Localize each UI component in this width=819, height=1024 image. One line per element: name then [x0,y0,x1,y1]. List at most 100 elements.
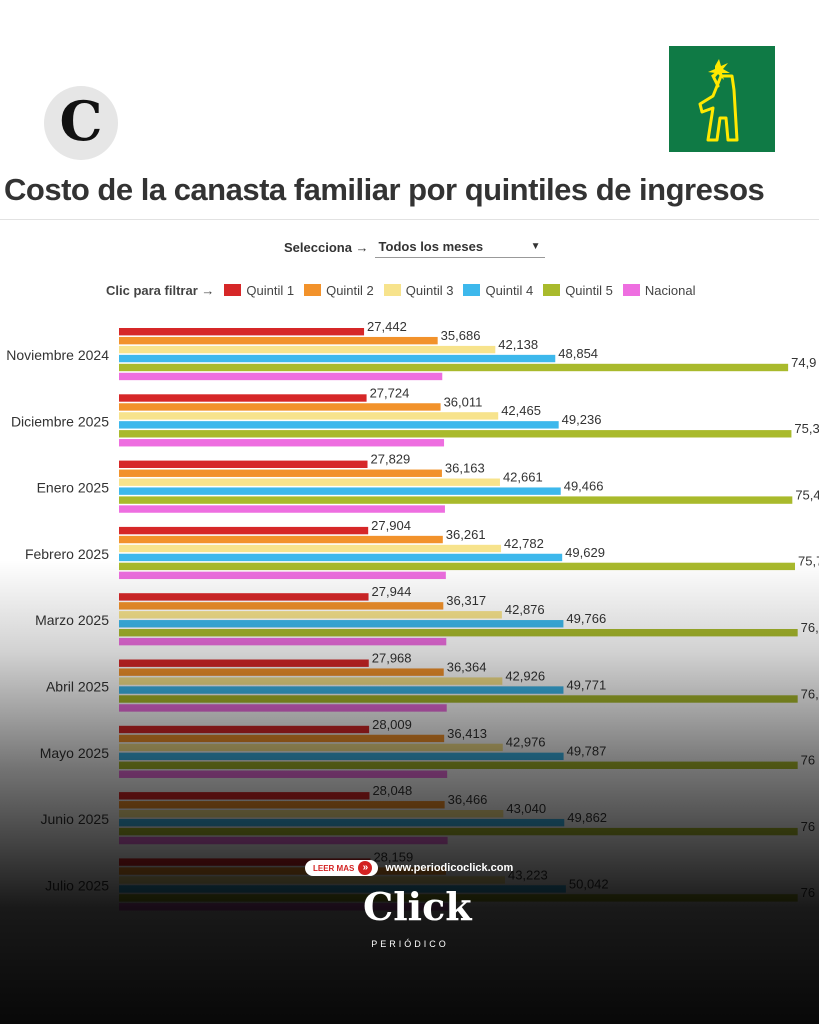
read-more-label: LEER MAS [313,863,355,873]
data-label: 49,862 [567,810,607,825]
bar-quintil-4[interactable] [119,686,564,694]
category-label: Junio 2025 [40,811,109,827]
category-label: Noviembre 2024 [6,347,109,363]
bar-quintil-4[interactable] [119,620,564,628]
legend-swatch [622,284,640,296]
bar-quintil-1[interactable] [119,328,365,336]
data-label: 27,904 [371,518,411,533]
bar-quintil-1[interactable] [119,526,369,535]
bar-quintil-4[interactable] [119,752,564,761]
bar-quintil-4[interactable] [119,354,556,363]
month-select-dropdown[interactable]: Todos los meses ▼ [374,236,545,258]
legend-item-quintil-3[interactable]: Quintil 3 [383,283,453,298]
read-more-button[interactable]: LEER MAS » [305,860,379,876]
bar-quintil-1[interactable] [119,460,368,468]
legend-label: Nacional [644,282,696,298]
legend-item-nacional[interactable]: Nacional [622,282,696,298]
bar-quintil-3[interactable] [119,611,502,619]
bar-quintil-3[interactable] [119,677,503,685]
category-label: Diciembre 2025 [11,413,109,429]
legend-item-quintil-4[interactable]: Quintil 4 [463,283,533,298]
bar-nacional[interactable] [119,704,447,712]
month-select-value: Todos los meses [378,239,484,254]
bar-nacional[interactable] [119,571,446,580]
bar-quintil-5[interactable] [119,827,798,836]
data-label: 76, [801,620,819,635]
category-label: Marzo 2025 [35,612,109,628]
category-label: Febrero 2025 [25,546,109,562]
bar-nacional[interactable] [119,770,448,778]
bar-quintil-4[interactable] [119,487,561,495]
bar-nacional[interactable] [119,372,443,381]
bar-quintil-3[interactable] [119,743,503,752]
bar-quintil-5[interactable] [119,363,789,372]
data-label: 42,661 [503,470,543,485]
data-label: 36,261 [446,527,486,542]
bar-quintil-2[interactable] [119,602,444,610]
bar-quintil-1[interactable] [119,659,369,667]
legend-swatch [463,284,481,296]
bar-quintil-1[interactable] [119,394,367,402]
double-chevron-right-icon: » [358,861,373,875]
bar-quintil-4[interactable] [119,421,559,429]
legend-item-quintil-2[interactable]: Quintil 2 [304,283,374,298]
bar-quintil-5[interactable] [119,761,798,769]
bar-quintil-4[interactable] [119,885,566,893]
bar-quintil-4[interactable] [119,818,565,827]
bar-quintil-3[interactable] [119,412,499,420]
bar-nacional[interactable] [119,637,447,646]
data-label: 36,466 [448,792,488,807]
bar-quintil-3[interactable] [119,876,505,884]
bar-quintil-5[interactable] [119,562,796,571]
brand-logo-text: Click [363,884,472,929]
bar-quintil-1[interactable] [119,792,370,800]
bar-quintil-4[interactable] [119,553,563,562]
legend-label: Quintil 5 [565,282,613,298]
legend-item-quintil-5[interactable]: Quintil 5 [543,283,613,298]
data-label: 42,926 [505,668,545,683]
data-label: 43,040 [506,801,546,816]
bar-quintil-2[interactable] [119,336,438,345]
bar-quintil-5[interactable] [119,695,798,703]
month-selector-row: Selecciona → Todos los meses ▼ [284,236,545,258]
bar-nacional[interactable] [119,836,448,845]
bar-quintil-1[interactable] [119,725,370,734]
site-url-link[interactable]: www.periodicoclick.com [385,862,514,874]
bar-nacional[interactable] [119,505,445,513]
brand-logo-subtitle: PERIÓDICO [371,939,449,949]
data-label: 28,009 [372,717,412,732]
data-label: 49,766 [566,611,606,626]
bar-nacional[interactable] [119,439,445,447]
bar-quintil-3[interactable] [119,810,504,818]
read-more-row: LEER MAS » www.periodicoclick.com [305,860,513,876]
data-label: 27,968 [372,651,412,666]
category-label: Mayo 2025 [40,745,109,761]
data-label: 43,223 [508,867,548,882]
bar-quintil-2[interactable] [119,469,442,477]
data-label: 27,442 [367,319,407,334]
legend-item-quintil-1[interactable]: Quintil 1 [224,283,294,298]
bar-quintil-1[interactable] [119,593,369,601]
bar-quintil-2[interactable] [119,535,443,544]
bar-quintil-2[interactable] [119,668,444,676]
data-label: 36,163 [445,461,485,476]
legend-label: Quintil 4 [485,282,534,298]
selector-label: Selecciona → [284,239,369,255]
data-label: 49,236 [562,412,602,427]
data-label: 42,138 [498,337,538,352]
data-label: 36,413 [447,726,487,741]
bar-quintil-5[interactable] [119,430,792,438]
bar-quintil-2[interactable] [119,403,441,411]
bar-quintil-2[interactable] [119,734,445,743]
bar-quintil-5[interactable] [119,496,793,504]
data-label: 27,829 [371,452,411,467]
data-label: 75,3 [794,421,819,436]
bar-quintil-5[interactable] [119,629,798,637]
bar-quintil-3[interactable] [119,345,496,354]
bar-quintil-2[interactable] [119,801,445,809]
data-label: 27,944 [372,584,412,599]
bar-quintil-3[interactable] [119,544,502,553]
bar-quintil-3[interactable] [119,478,500,486]
data-label: 36,317 [446,593,486,608]
data-label: 35,686 [441,328,481,343]
